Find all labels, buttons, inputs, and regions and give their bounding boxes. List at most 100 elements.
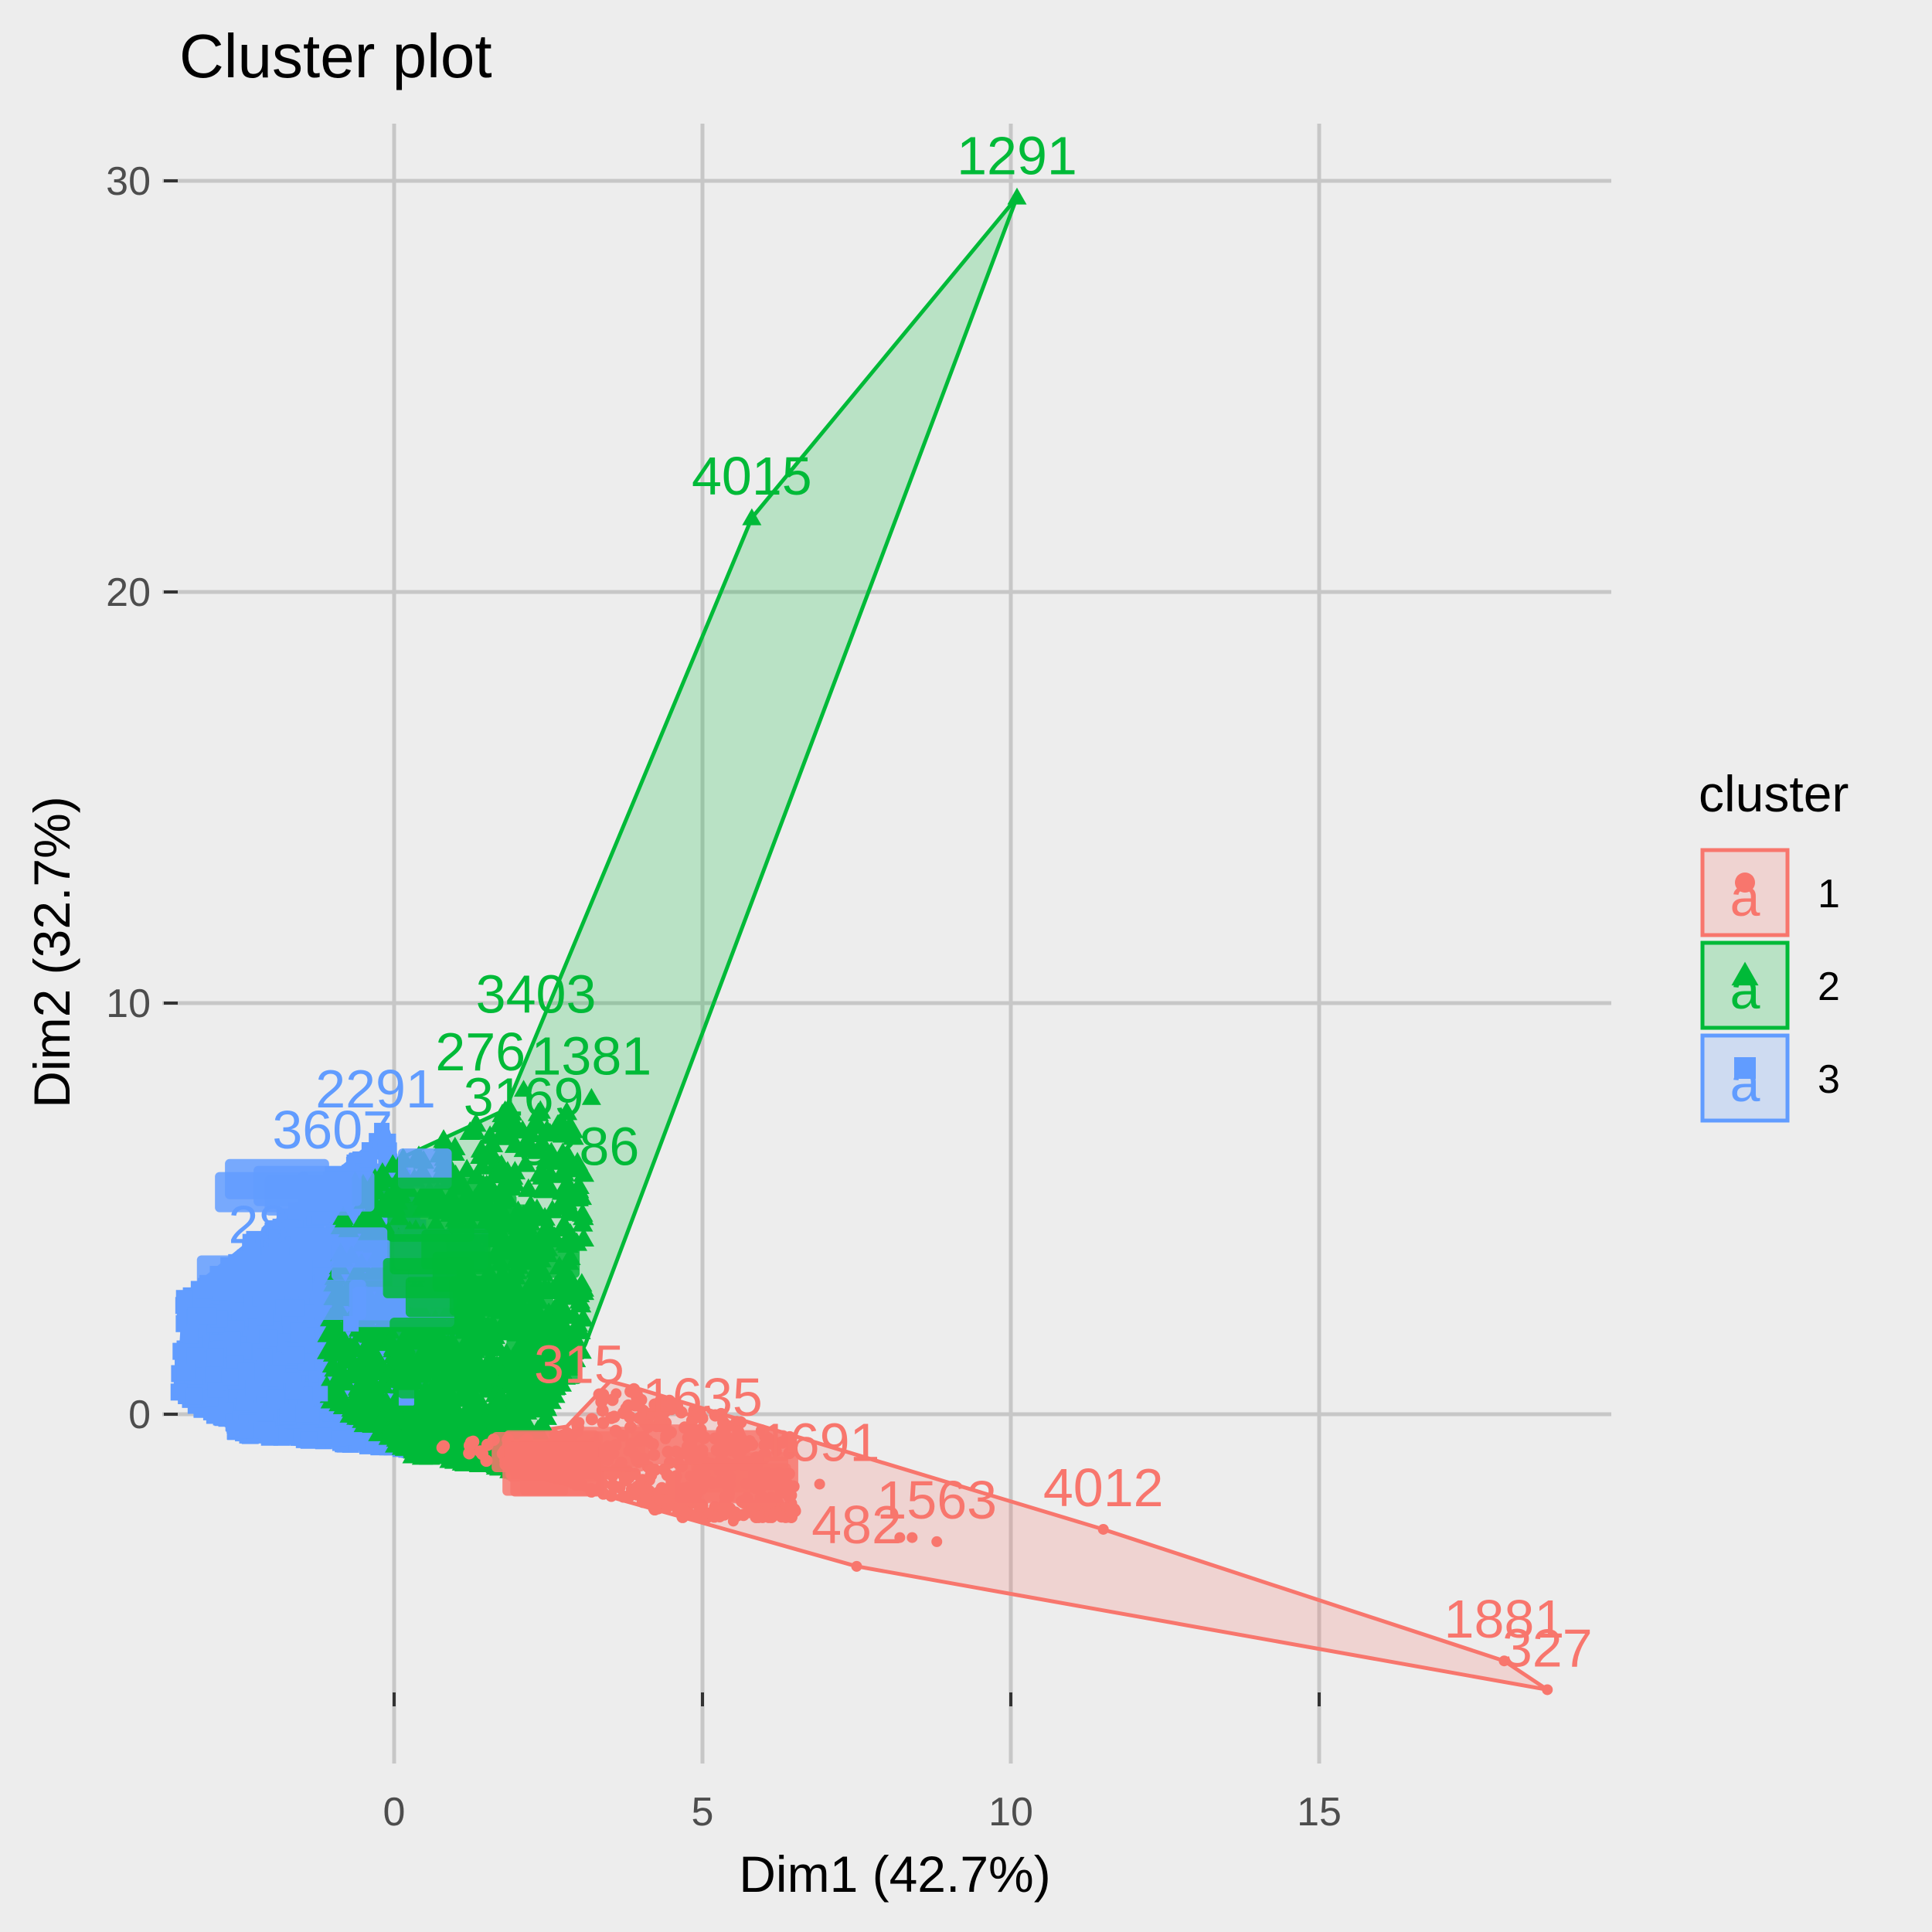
- cluster-1-point: [1097, 1523, 1109, 1535]
- cluster-1-point: [931, 1536, 943, 1547]
- legend: cluster a 1 a 2 a 3: [1699, 765, 1849, 1123]
- cluster-1-cloud-point: [766, 1507, 779, 1520]
- cluster-2-cloud-point: [556, 1284, 578, 1303]
- cluster-2-cloud-point: [556, 1190, 578, 1209]
- point-label-327: 327: [1502, 1617, 1593, 1678]
- cluster-3-cloud-point: [185, 1387, 203, 1405]
- cluster-1-point: [1542, 1684, 1553, 1696]
- cluster-2-cloud-point: [515, 1131, 537, 1151]
- cluster-3-cloud-point: [170, 1383, 188, 1401]
- cluster-2-cloud-point: [346, 1406, 368, 1425]
- cluster-1-point: [906, 1532, 918, 1543]
- cluster-2-cloud-point: [504, 1161, 526, 1180]
- cluster-2-cloud-point: [355, 1210, 377, 1230]
- cluster-2-cloud-point: [570, 1294, 592, 1313]
- cluster-1-cloud-point: [734, 1416, 747, 1429]
- cluster-1-point: [573, 1417, 585, 1428]
- cluster-3-cloud-point: [287, 1346, 304, 1364]
- cluster-3-cloud-point: [205, 1366, 223, 1384]
- cluster-2-point: [742, 508, 762, 526]
- cluster-1-cloud-point: [437, 1440, 451, 1453]
- legend-label-3: 3: [1818, 1057, 1840, 1102]
- y-tick-label: 10: [106, 981, 151, 1026]
- cluster-3-cloud-point: [223, 1332, 241, 1349]
- cluster-2-cloud-point: [399, 1418, 421, 1437]
- legend-glyph-3: a: [1730, 1053, 1760, 1113]
- point-label-4012: 4012: [1043, 1458, 1164, 1518]
- cluster-1-point: [814, 1478, 825, 1490]
- point-label-1635: 1635: [642, 1367, 763, 1427]
- cluster-1-point: [894, 1532, 906, 1543]
- cluster-1-cloud-point: [606, 1469, 619, 1482]
- legend-label-2: 2: [1818, 964, 1840, 1009]
- cluster-2-cloud-point: [383, 1400, 406, 1420]
- cluster-2-label-clutter: [389, 1234, 495, 1275]
- cluster-2-point: [550, 1219, 570, 1236]
- cluster-1-point: [1498, 1655, 1510, 1667]
- cluster-3-cloud-point: [261, 1426, 279, 1444]
- x-tick-label: 5: [692, 1790, 714, 1835]
- legend-marker-2: [1731, 961, 1759, 986]
- cluster-1-point: [702, 1507, 714, 1519]
- cluster-2-cloud-point: [463, 1403, 485, 1422]
- cluster-2-cloud-point: [331, 1386, 352, 1405]
- x-axis-title: Dim1 (42.7%): [739, 1845, 1050, 1903]
- cluster-2-cloud-point: [456, 1158, 478, 1178]
- cluster-3-cloud-point: [175, 1290, 193, 1308]
- point-label-3403: 3403: [476, 964, 597, 1025]
- cluster-1-cloud-point: [729, 1506, 742, 1519]
- cluster-2-cloud-point: [454, 1452, 476, 1471]
- cluster-2-label-clutter: [506, 1315, 569, 1355]
- cluster-1-cloud-point: [640, 1493, 653, 1506]
- cluster-2-cloud-point: [541, 1199, 563, 1219]
- point-label-1291: 1291: [957, 125, 1077, 185]
- cluster-2-cloud-point: [552, 1124, 574, 1143]
- legend-glyph-2: a: [1730, 960, 1760, 1020]
- cluster-3-label-clutter: [298, 1171, 375, 1212]
- cluster-1-label-clutter: [675, 1463, 791, 1504]
- cluster-1-label-clutter: [631, 1424, 704, 1465]
- cluster-3-point: [176, 1365, 192, 1381]
- cluster-2-point: [514, 1080, 534, 1097]
- cluster-2-cloud-point: [499, 1125, 522, 1145]
- point-label-4015: 4015: [692, 446, 812, 506]
- cluster-1-cloud-point: [642, 1473, 655, 1486]
- cluster-1-cloud-point: [627, 1386, 640, 1399]
- cluster-2-cloud-point: [490, 1386, 512, 1405]
- cluster-2-cloud-point: [534, 1394, 556, 1413]
- cluster-2-point: [495, 1100, 515, 1117]
- cluster-2-cloud-point: [532, 1413, 553, 1432]
- cluster-1-cloud-point: [622, 1471, 635, 1484]
- cluster-3-label-clutter: [314, 1279, 366, 1320]
- cluster-2-cloud-point: [459, 1121, 481, 1141]
- cluster-3-cloud-point: [199, 1307, 217, 1325]
- cluster-2-cloud-point: [526, 1140, 549, 1159]
- cluster-2-label-clutter: [497, 1237, 580, 1278]
- cluster-2-cloud-point: [518, 1178, 539, 1197]
- y-tick-label: 0: [128, 1393, 151, 1437]
- cluster-2-cloud-point: [567, 1179, 590, 1199]
- cluster-3-point: [362, 1151, 378, 1168]
- cluster-1-point: [851, 1560, 862, 1572]
- point-label-1381: 1381: [531, 1026, 651, 1086]
- cluster-2-point: [434, 1413, 454, 1430]
- cluster-3-cloud-point: [285, 1382, 303, 1400]
- cluster-2-label-clutter: [405, 1277, 487, 1318]
- cluster-3-cloud-point: [256, 1308, 274, 1326]
- cluster-3-point: [207, 1382, 223, 1398]
- point-label-3607: 3607: [272, 1100, 393, 1160]
- cluster-1-cloud-point: [474, 1445, 487, 1458]
- point-label-482: 482: [811, 1495, 902, 1555]
- cluster-2-cloud-point: [409, 1442, 430, 1461]
- cluster-3-cloud-point: [287, 1299, 304, 1317]
- cluster-2-cloud-point: [325, 1341, 348, 1360]
- cluster-2-cloud-point: [488, 1114, 511, 1133]
- cluster-2-cloud-point: [556, 1143, 578, 1163]
- cluster-2-cloud-point: [375, 1391, 397, 1410]
- legend-marker-3: [1734, 1057, 1756, 1079]
- cluster-1-point: [672, 1400, 684, 1412]
- cluster-2-cloud-point: [342, 1393, 364, 1412]
- x-tick-label: 10: [988, 1790, 1033, 1835]
